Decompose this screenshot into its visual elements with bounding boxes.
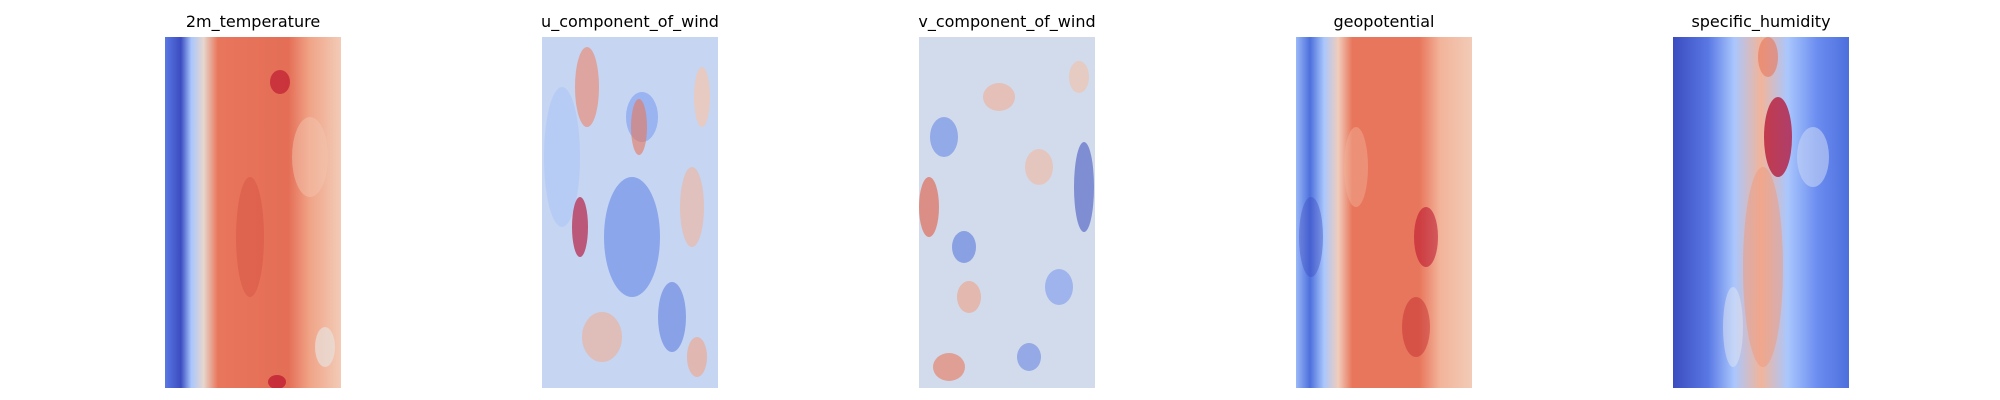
panel-title-u-component-of-wind: u_component_of_wind (541, 12, 719, 31)
heatmap-specific-humidity (1673, 37, 1849, 388)
panel-title-geopotential: geopotential (1333, 12, 1435, 31)
panel-specific-humidity: specific_humidity (1673, 0, 1849, 400)
heatmap-2m-temperature (165, 37, 341, 388)
panel-title-2m-temperature: 2m_temperature (185, 12, 321, 31)
heatmap-u-wind (542, 37, 718, 388)
panel-title-specific-humidity: specific_humidity (1691, 12, 1831, 31)
panel-v-component-of-wind: v_component_of_wind (918, 0, 1096, 400)
heatmap-geopotential (1296, 37, 1472, 388)
heatmap-v-wind (919, 37, 1095, 388)
panel-2m-temperature: 2m_temperature (165, 0, 341, 400)
panel-geopotential: geopotential (1296, 0, 1472, 400)
panel-u-component-of-wind: u_component_of_wind (541, 0, 719, 400)
panel-title-v-component-of-wind: v_component_of_wind (918, 12, 1096, 31)
